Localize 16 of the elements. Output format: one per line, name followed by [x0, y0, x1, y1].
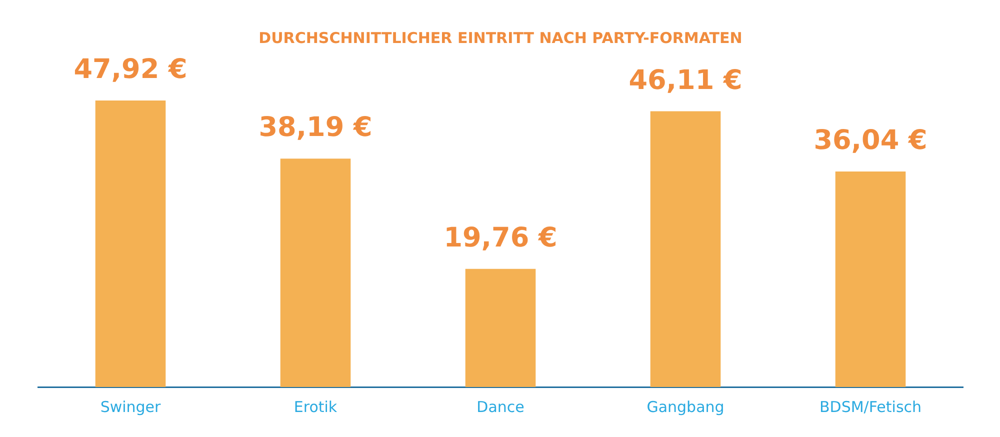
data-label: 19,76 €	[444, 222, 558, 254]
x-tick-label: BDSM/Fetisch	[819, 398, 922, 416]
data-label: 47,92 €	[74, 54, 188, 85]
x-tick-label: Dance	[476, 398, 524, 416]
data-label: 38,19 €	[258, 112, 372, 144]
x-tick-label: Gangbang	[646, 398, 724, 416]
data-label: 36,04 €	[814, 124, 928, 156]
bar	[835, 171, 906, 387]
bar	[95, 100, 166, 387]
bar	[280, 158, 351, 387]
data-label: 46,11 €	[628, 64, 742, 96]
x-tick-label: Swinger	[100, 398, 162, 416]
bar	[465, 268, 536, 387]
bar	[650, 111, 721, 387]
x-tick-label: Erotik	[294, 398, 338, 416]
chart-title: DURCHSCHNITTLICHER EINTRITT NACH PARTY-FORMATEN	[258, 28, 742, 47]
